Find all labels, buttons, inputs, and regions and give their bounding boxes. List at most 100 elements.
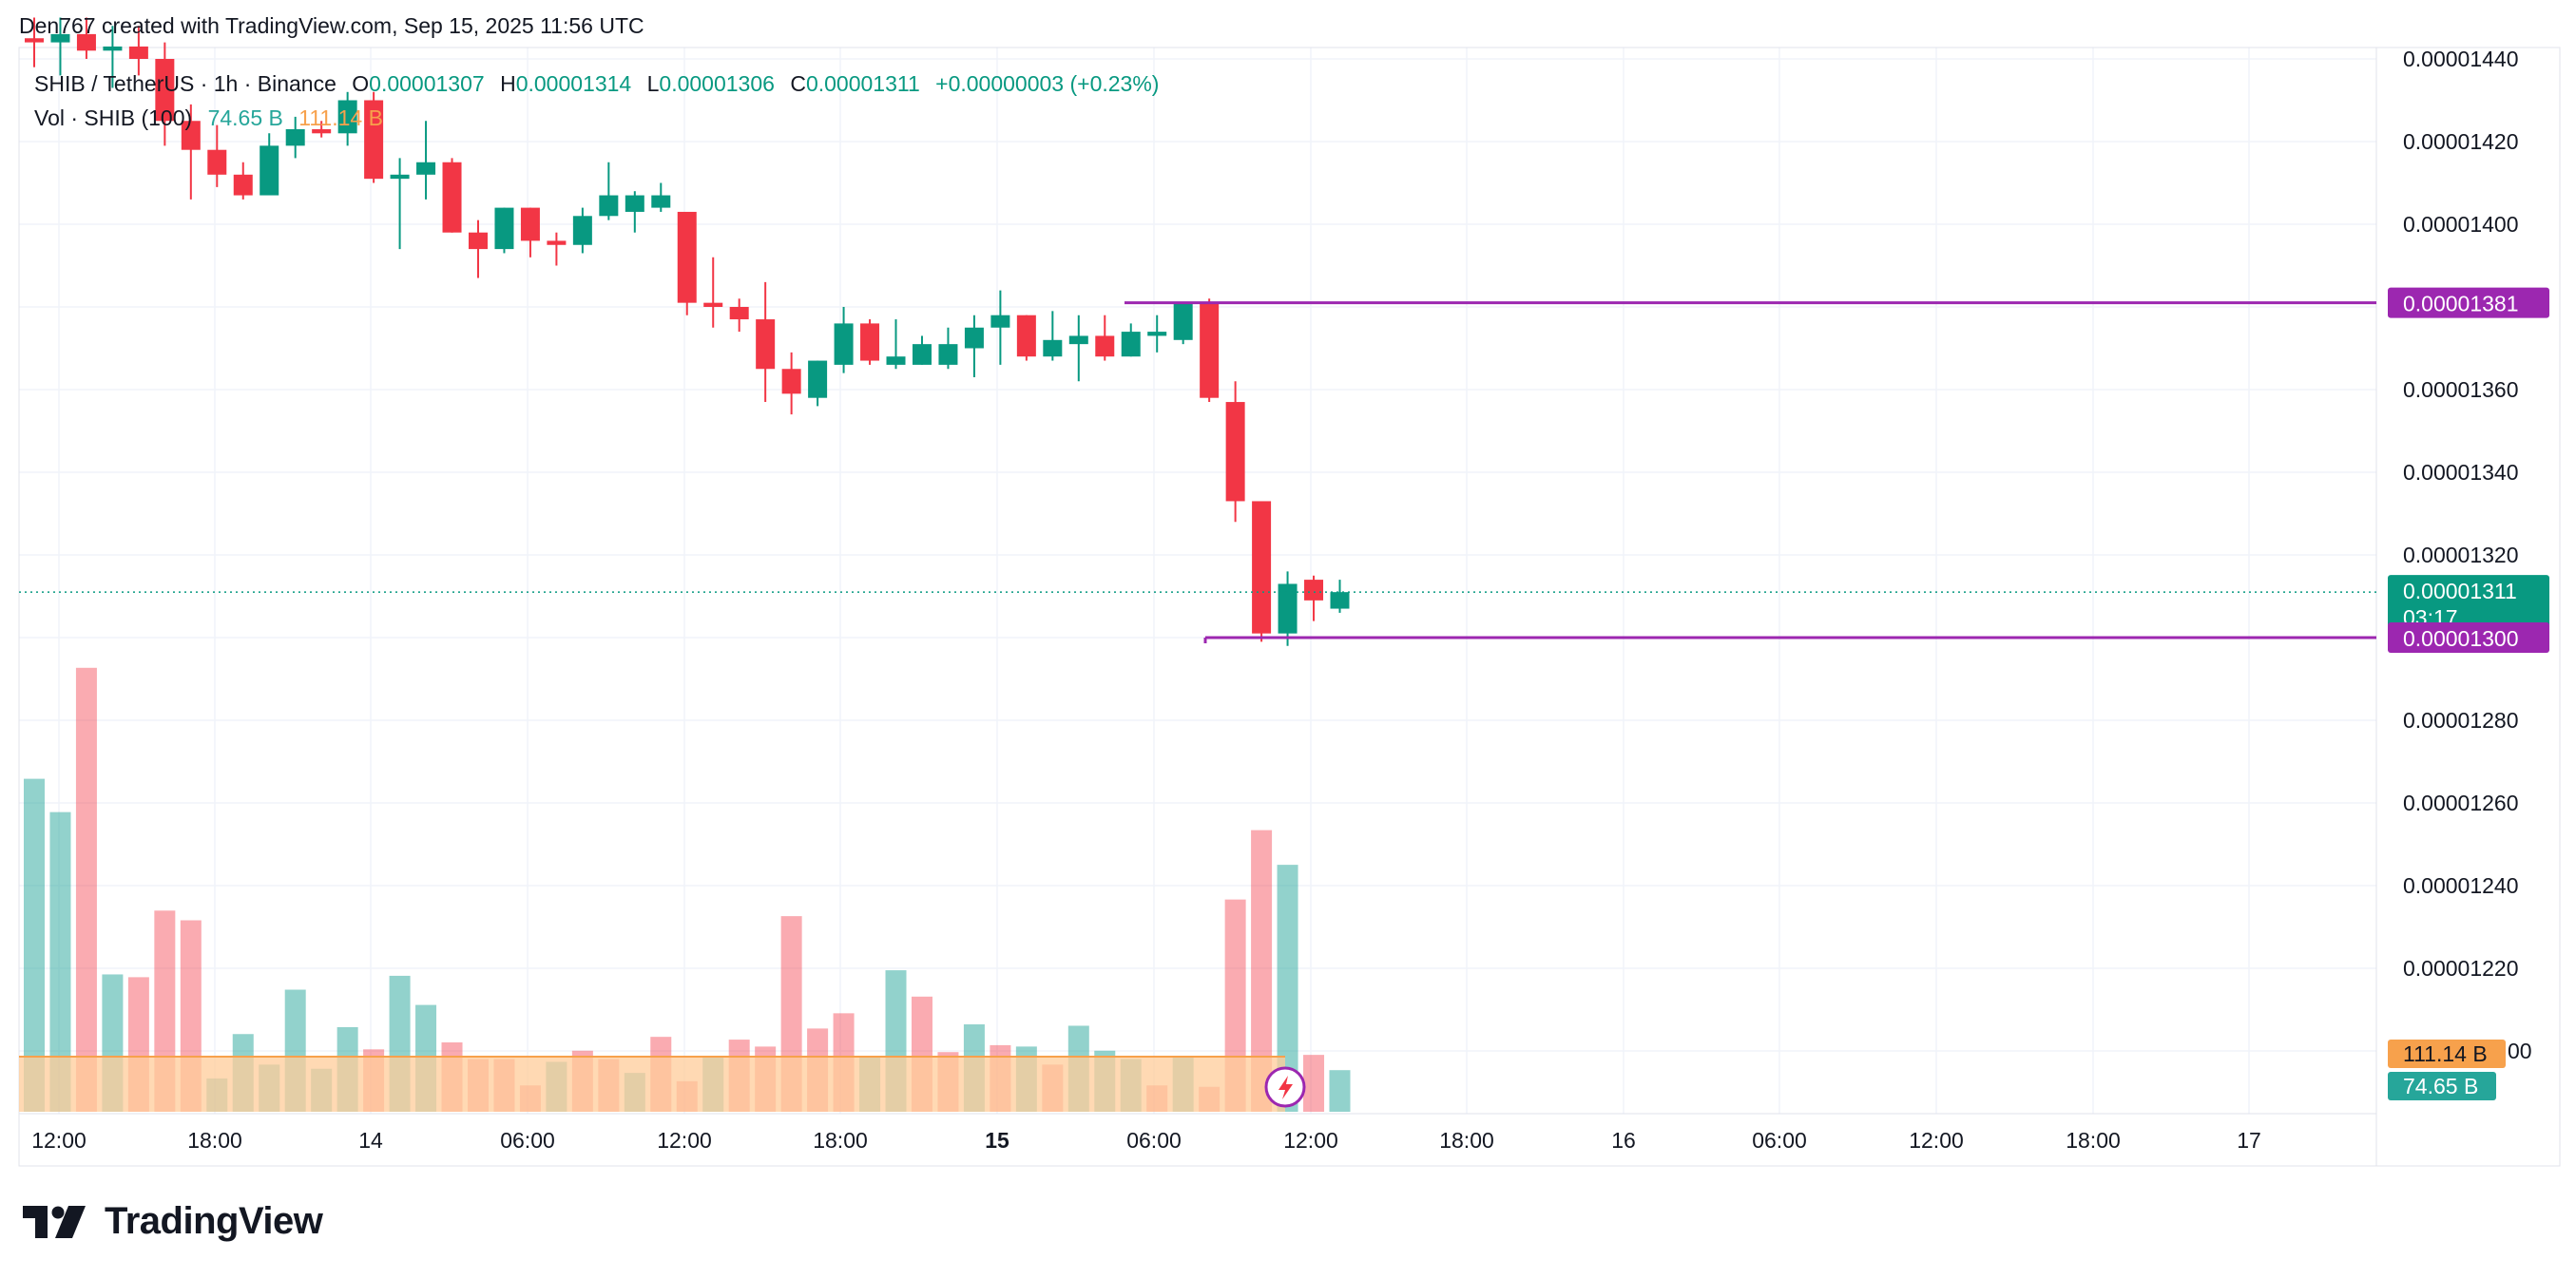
candle-body [1147, 332, 1167, 336]
grid [19, 48, 2376, 1114]
candle-body [912, 344, 932, 365]
candle-body [1068, 335, 1088, 345]
time-tick-label: 14 [358, 1128, 383, 1153]
candle-body [886, 356, 906, 365]
candle-body [260, 145, 279, 196]
lower-line-badge-text: 0.00001300 [2403, 626, 2519, 651]
legend-symbol[interactable]: SHIB / TetherUS · 1h · Binance [34, 71, 336, 96]
price-tick-label: 0.00001420 [2403, 129, 2519, 154]
candle-body [494, 207, 514, 250]
legend-volume-row: Vol · SHIB (100) 74.65 B 111.14 B [34, 101, 1159, 135]
candle-body [729, 307, 749, 320]
price-axis[interactable]: 0.00001440 0.00001420 0.00001400 0.00001360… [2403, 47, 2532, 1063]
legend-close-value: 0.00001311 [805, 71, 920, 96]
legend-volume-label[interactable]: Vol · SHIB (100) [34, 105, 193, 130]
price-tick-label: 0.00001220 [2403, 956, 2519, 981]
tradingview-logo[interactable]: TradingView [23, 1200, 323, 1243]
candle-body [233, 174, 253, 196]
candle-body [756, 319, 776, 370]
legend-high-value: 0.00001314 [515, 71, 632, 96]
time-tick-label: 18:00 [2066, 1128, 2121, 1153]
time-tick-label: 12:00 [657, 1128, 712, 1153]
volume-ma-area [19, 1057, 1285, 1112]
candle-body [312, 128, 332, 134]
candle-body [860, 323, 880, 361]
candle-body [25, 38, 44, 43]
candle-body [1043, 339, 1063, 357]
legend-volume-value: 74.65 B [207, 105, 283, 130]
candle-body [337, 100, 357, 134]
candle-body [181, 121, 201, 150]
candle-body [572, 216, 592, 245]
candle-body [1095, 335, 1115, 357]
candle-body [808, 360, 828, 398]
legend-open-value: 0.00001307 [369, 71, 485, 96]
candle-body [781, 369, 801, 394]
volume-badge-text: 74.65 B [2403, 1074, 2478, 1098]
volume-ma-badge: 111.14 B [2388, 1040, 2506, 1068]
lower-line-badge: 0.00001300 [2388, 622, 2549, 653]
time-axis[interactable]: 12:00 18:00 14 06:00 12:00 18:00 15 06:00 12:00 1… [31, 1128, 2261, 1153]
chart-frame [18, 47, 2561, 1167]
candle-body [468, 232, 488, 250]
candle-body [1016, 315, 1036, 357]
price-tick-label: 0.00001320 [2403, 543, 2519, 567]
price-tick-label: 0.00001360 [2403, 377, 2519, 402]
candle-body [599, 195, 619, 217]
candle-body [155, 59, 175, 122]
time-tick-label: 18:00 [187, 1128, 242, 1153]
horizontal-lines[interactable] [1125, 301, 2376, 643]
volume-bar [1329, 1070, 1351, 1112]
time-tick-label: 16 [1611, 1128, 1636, 1153]
candle-body [442, 162, 462, 233]
legend-low-label: L [646, 71, 660, 96]
legend-close-label: C [790, 71, 806, 96]
candle-body [834, 323, 854, 365]
legend-open-label: O [352, 71, 370, 96]
volume-bar [1251, 830, 1273, 1112]
candle-body [520, 207, 540, 241]
candle-body [207, 149, 227, 175]
legend-change: +0.00000003 (+0.23%) [935, 71, 1160, 96]
current-price-badge-box [2388, 575, 2549, 635]
price-tick-label: 0.00001280 [2403, 708, 2519, 733]
candle-body [285, 128, 305, 146]
volume-badge: 74.65 B [2388, 1072, 2496, 1100]
candle-body [964, 327, 984, 349]
candle-body [103, 46, 123, 51]
time-tick-label: 06:00 [500, 1128, 555, 1153]
candle-body [1173, 302, 1193, 340]
upper-line-badge: 0.00001381 [2388, 287, 2549, 318]
price-tick-label: 0.00001340 [2403, 460, 2519, 485]
volume-bar [1303, 1055, 1325, 1112]
candle-body [1225, 402, 1245, 502]
candle-body [1304, 580, 1324, 601]
volume-bars [19, 667, 1351, 1112]
time-tick-label: 18:00 [1439, 1128, 1494, 1153]
tradingview-logo-icon [23, 1205, 86, 1238]
volume-bar [75, 667, 97, 1112]
time-tick-label: 12:00 [1283, 1128, 1338, 1153]
lightning-icon[interactable] [1264, 1066, 1306, 1108]
candle-body [938, 344, 958, 365]
legend-price-row: SHIB / TetherUS · 1h · Binance O0.000013… [34, 67, 1159, 101]
price-badges: 0.000013810.0000131103:170.00001300111.1… [2388, 287, 2549, 1100]
legend-low-value: 0.00001306 [659, 71, 775, 96]
tradingview-logo-text: TradingView [105, 1200, 323, 1242]
candle-body [651, 195, 671, 208]
price-tick-label: 0.00001260 [2403, 791, 2519, 815]
volume-bar [24, 778, 45, 1112]
candle-body [625, 195, 644, 212]
candle-body [416, 162, 436, 175]
candle-body [1200, 302, 1220, 398]
volume-ma-badge-box [2388, 1040, 2506, 1068]
legend-volume-ma-value: 111.14 B [298, 105, 383, 130]
volume-bar [49, 811, 71, 1112]
price-tick-label: 0.00001400 [2403, 212, 2519, 237]
price-tick-label: 0.00001440 [2403, 47, 2519, 71]
time-tick-label: 15 [985, 1128, 1009, 1153]
volume-badge-box [2388, 1072, 2496, 1100]
current-price-badge-text: 0.00001311 [2403, 579, 2517, 603]
candle-body [50, 33, 70, 43]
